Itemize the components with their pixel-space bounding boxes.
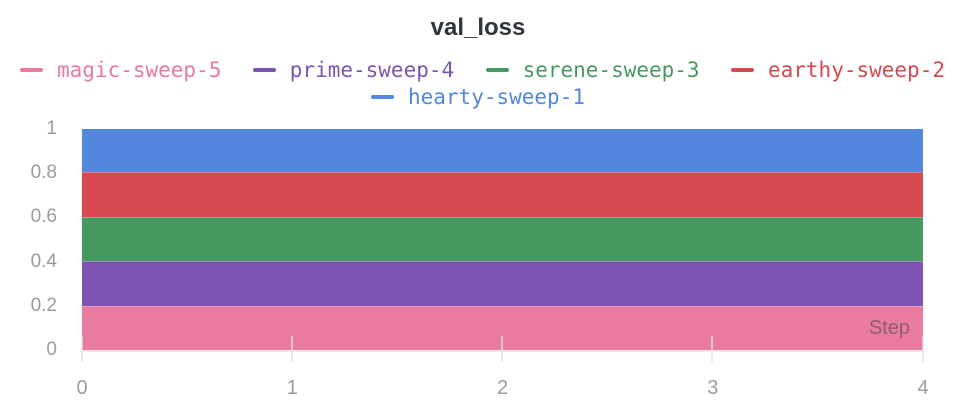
legend-line-swatch bbox=[252, 67, 276, 72]
plot-area[interactable] bbox=[82, 129, 923, 351]
legend-label: magic-sweep-5 bbox=[57, 57, 222, 82]
y-tick-label-0: 0 bbox=[46, 339, 57, 360]
legend-item-earthy-sweep-2[interactable]: earthy-sweep-2 bbox=[730, 57, 945, 82]
x-axis-title: Step bbox=[868, 317, 910, 339]
y-tick-label-0.6: 0.6 bbox=[30, 206, 57, 228]
legend-label: earthy-sweep-2 bbox=[767, 57, 945, 82]
series-band-earthy-sweep-2[interactable] bbox=[82, 172, 923, 217]
legend: magic-sweep-5 prime-sweep-4 serene-sweep-3… bbox=[0, 56, 956, 110]
y-tick-label-0.2: 0.2 bbox=[30, 294, 57, 316]
legend-label: prime-sweep-4 bbox=[289, 57, 455, 82]
y-tick-label-0.8: 0.8 bbox=[30, 162, 57, 184]
x-tick-label-4: 4 bbox=[917, 377, 929, 399]
chart-title: val_loss bbox=[430, 14, 526, 41]
legend-label: serene-sweep-3 bbox=[522, 57, 700, 82]
x-tick-mark-1 bbox=[290, 336, 293, 362]
legend-line-swatch bbox=[370, 94, 394, 99]
x-tick-mark-2 bbox=[501, 336, 503, 362]
legend-item-prime-sweep-4[interactable]: prime-sweep-4 bbox=[252, 57, 455, 82]
x-tick-label-3: 3 bbox=[707, 377, 719, 399]
legend-row-2: hearty-sweep-1 bbox=[0, 83, 956, 110]
x-tick-mark-3 bbox=[711, 336, 714, 362]
series-band-prime-sweep-4[interactable] bbox=[82, 261, 923, 306]
x-tick-label-0: 0 bbox=[76, 377, 88, 399]
x-tick-mark-0 bbox=[80, 336, 83, 362]
series-band-hearty-sweep-1[interactable] bbox=[82, 129, 923, 173]
legend-item-hearty-sweep-1[interactable]: hearty-sweep-1 bbox=[370, 84, 585, 109]
legend-item-magic-sweep-5[interactable]: magic-sweep-5 bbox=[20, 58, 221, 82]
legend-line-swatch bbox=[20, 67, 43, 72]
legend-item-serene-sweep-3[interactable]: serene-sweep-3 bbox=[485, 57, 700, 82]
x-tick-mark-4 bbox=[921, 336, 924, 362]
x-tick-label-2: 2 bbox=[496, 377, 509, 399]
series-band-serene-sweep-3[interactable] bbox=[82, 216, 923, 262]
legend-line-swatch bbox=[485, 67, 509, 72]
x-tick-label-1: 1 bbox=[286, 377, 298, 399]
legend-row-1: magic-sweep-5 prime-sweep-4 serene-sweep-3… bbox=[0, 56, 956, 83]
legend-line-swatch bbox=[730, 67, 754, 72]
y-tick-label-0.4: 0.4 bbox=[30, 250, 57, 272]
legend-label: hearty-sweep-1 bbox=[407, 84, 585, 109]
y-tick-label-1: 1 bbox=[46, 118, 57, 139]
